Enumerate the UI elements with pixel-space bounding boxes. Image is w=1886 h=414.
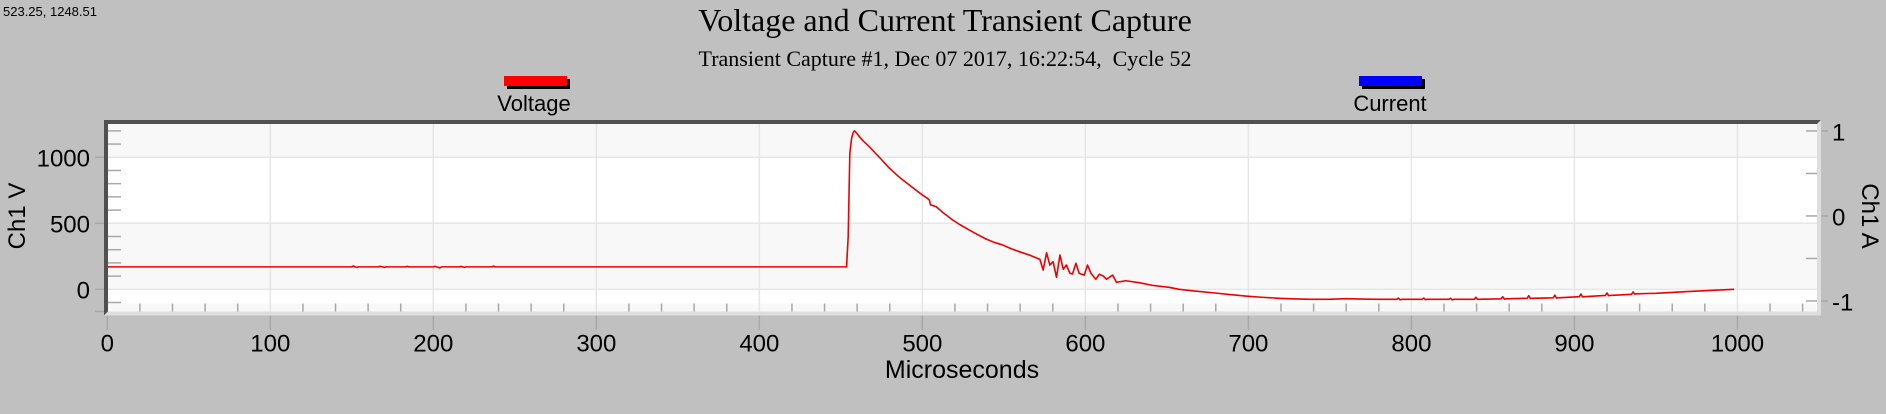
legend-swatch-voltage xyxy=(504,76,567,86)
x-tick-label: 900 xyxy=(1554,331,1594,358)
legend-label-current: Current xyxy=(1353,91,1427,116)
legend-item-current[interactable]: Current xyxy=(1320,72,1460,118)
plot-background-bands xyxy=(108,124,1817,312)
y-right-tick-label: -1 xyxy=(1832,289,1853,316)
plot-band xyxy=(108,124,1817,158)
chart-title: Voltage and Current Transient Capture xyxy=(698,2,1192,38)
y-left-tick-label: 1000 xyxy=(37,146,90,173)
plot-band xyxy=(108,157,1817,224)
x-tick-label: 500 xyxy=(902,331,942,358)
x-tick-label: 700 xyxy=(1228,331,1268,358)
x-tick-label: 300 xyxy=(576,331,616,358)
legend-label-voltage: Voltage xyxy=(497,91,571,116)
x-tick-label: 800 xyxy=(1391,331,1431,358)
legend-item-voltage[interactable]: Voltage xyxy=(464,72,604,118)
x-tick-strip xyxy=(108,303,1817,312)
x-axis-title: Microseconds xyxy=(884,356,1040,384)
y-right-tick-label: 1 xyxy=(1832,119,1845,146)
plot-area[interactable] xyxy=(108,124,1817,312)
gridlines xyxy=(108,124,1817,312)
x-tick-label: 400 xyxy=(739,331,779,358)
y-axis-left-title: Ch1 V xyxy=(4,182,31,250)
chart-subtitle: Transient Capture #1, Dec 07 2017, 16:22… xyxy=(698,46,1192,71)
legend-swatch-current xyxy=(1359,76,1422,86)
plot-band xyxy=(108,223,1817,290)
cursor-coordinates-readout: 523.25, 1248.51 xyxy=(3,4,97,19)
y-left-tick-label: 0 xyxy=(77,278,90,305)
y-right-tick-label: 0 xyxy=(1832,204,1845,231)
axis-ticks xyxy=(95,130,1828,330)
x-tick-label: 100 xyxy=(250,331,290,358)
x-tick-label: 200 xyxy=(413,331,453,358)
x-tick-label: 1000 xyxy=(1711,331,1764,358)
y-axis-right-title: Ch1 A xyxy=(1856,183,1883,249)
tick-labels: 0 100 200 300 400 500 600 700 800 900 1000 0 500 1000… xyxy=(37,119,1854,357)
series-layer xyxy=(108,130,1735,301)
x-tick-label: 600 xyxy=(1065,331,1105,358)
x-tick-label: 0 xyxy=(101,331,114,358)
y-left-tick-label: 500 xyxy=(50,212,90,239)
voltage-trace xyxy=(108,130,1735,301)
